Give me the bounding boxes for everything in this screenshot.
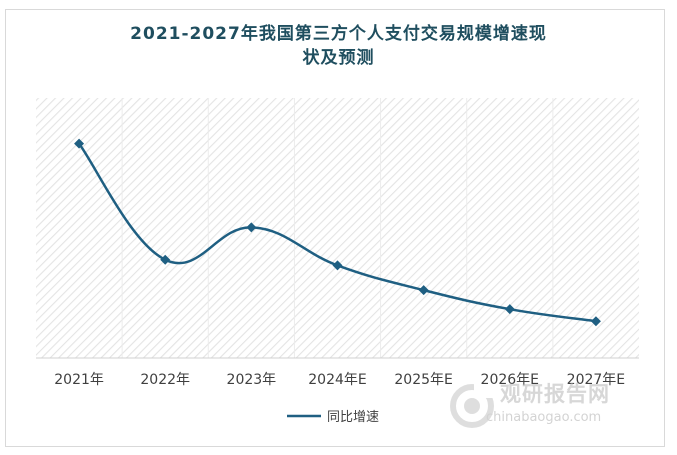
legend: 同比增速 [287,406,379,425]
x-tick-label: 2027年E [567,372,625,388]
legend-label: 同比增速 [327,410,380,425]
x-tick-label: 2021年 [54,372,104,388]
x-tick-label: 2026年E [481,372,539,388]
watermark: 观研报告网 chinabaogao.com [448,378,633,434]
x-axis-ticks: 2021年 2022年 2023年 2024年E 2025年E 2026年E 2027年E [54,372,625,388]
series-markers [74,138,601,327]
x-tick-label: 2024年E [308,372,366,388]
data-point-marker [74,138,85,149]
data-point-marker [246,222,257,233]
chart-title-line-1: 2021-2027年我国第三方个人支付交易规模增速现 [130,24,547,44]
x-tick-label: 2022年 [140,372,190,388]
data-point-marker [418,285,429,296]
data-point-marker [160,254,171,265]
chart-title-line-2: 状及预测 [302,48,375,68]
chart-title: 2021-2027年我国第三方个人支付交易规模增速现 状及预测 [0,22,677,70]
x-tick-label: 2023年 [227,372,277,388]
data-point-marker [332,260,343,271]
watermark-url: chinabaogao.com [486,410,602,425]
data-point-marker [504,304,515,315]
watermark-logo-icon [450,384,494,428]
x-tick-label: 2025年E [394,372,452,388]
legend-swatch-icon [287,414,321,417]
data-point-marker [590,316,601,327]
plot-area [36,98,639,358]
watermark-brand: 观研报告网 [500,382,610,406]
